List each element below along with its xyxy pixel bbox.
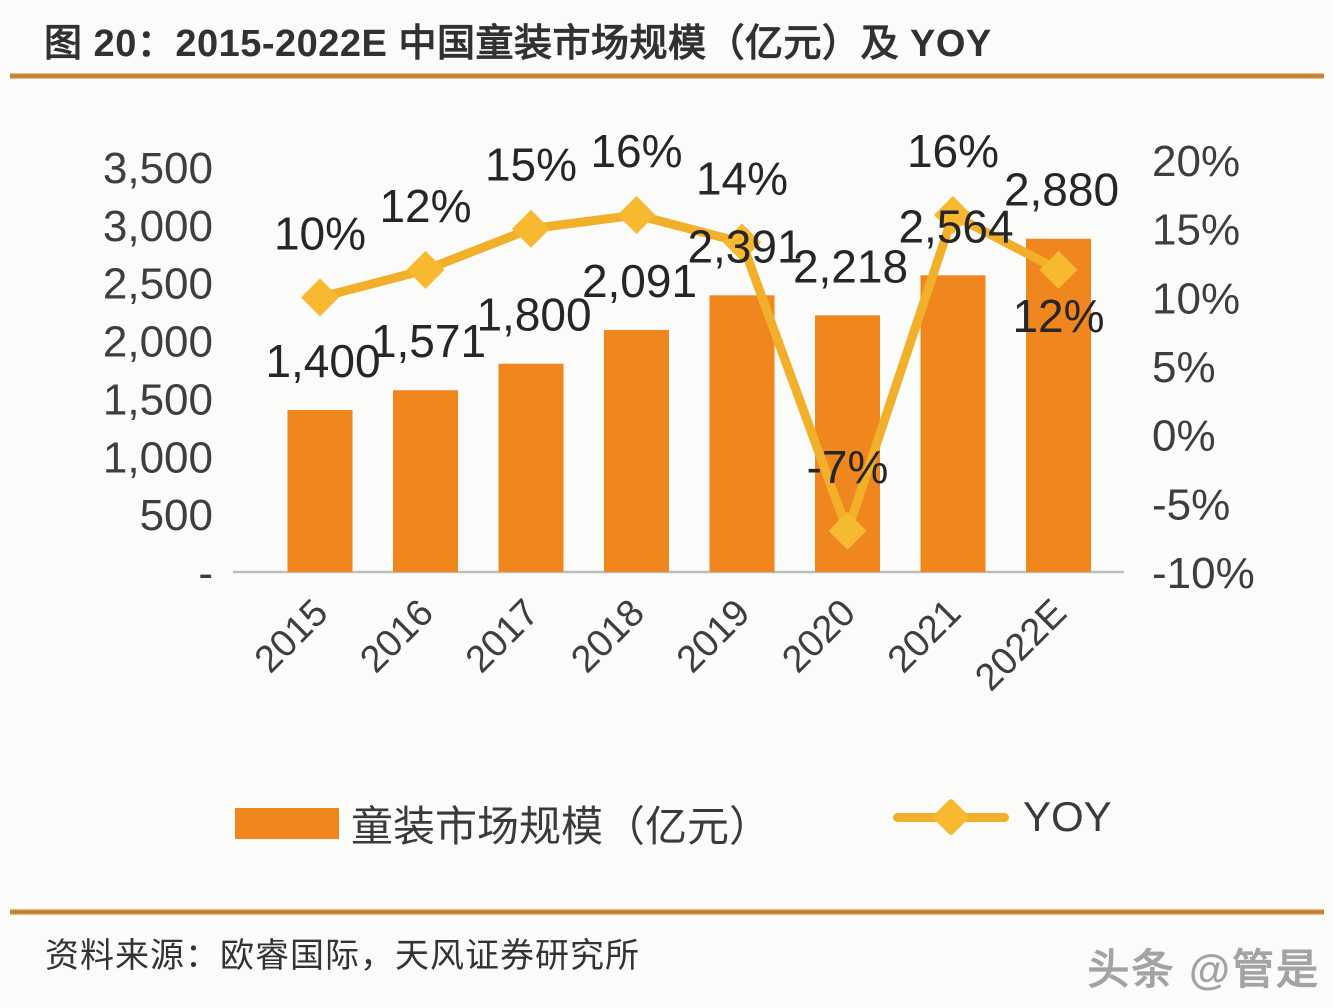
x-label-2019: 2019 [669, 592, 758, 681]
yoy-marker-2021 [934, 195, 972, 234]
watermark: 头条 @管是 [1087, 946, 1320, 993]
bar-value-label-2020: 2,218 [793, 240, 908, 292]
right-axis-tick: 20% [1152, 137, 1240, 186]
legend-item-market-size: 童装市场规模（亿元） [235, 793, 771, 854]
x-label-2015: 2015 [247, 592, 336, 681]
bar-series-swatch [235, 808, 339, 839]
right-axis-tick: 10% [1152, 274, 1240, 323]
x-label-2020: 2020 [774, 592, 863, 681]
yoy-value-label-2015: 10% [274, 207, 366, 259]
yoy-value-label-2021: 16% [907, 125, 999, 177]
yoy-marker-2020 [828, 511, 867, 550]
chart: 3,500 3,000 2,500 2,000 1,500 1,000 500 - 20% 15%… [0, 90, 1334, 738]
bar-value-label-2022E: 2,880 [1004, 164, 1119, 216]
yoy-value-label-2017: 15% [485, 139, 577, 191]
yoy-value-label-2022E: 12% [1012, 290, 1104, 342]
left-axis-tick: 2,000 [103, 318, 213, 367]
bar-value-label-2017: 1,800 [476, 289, 591, 341]
source-note: 资料来源：欧睿国际，天风证券研究所 [45, 937, 640, 975]
bar-2021 [920, 275, 986, 572]
bar-value-label-2019: 2,391 [687, 220, 802, 272]
right-axis-tick: 0% [1152, 412, 1216, 461]
right-axis-tick: 5% [1152, 343, 1216, 392]
title-divider-rule [10, 73, 1324, 79]
diamond-marker-icon [931, 797, 971, 837]
right-axis-tick: 15% [1152, 206, 1240, 255]
bar-2015 [287, 410, 353, 572]
left-axis-tick: 1,000 [103, 433, 213, 482]
legend-line-label: YOY [1023, 793, 1112, 840]
bar-2016 [393, 390, 458, 572]
x-label-2017: 2017 [458, 592, 547, 681]
yoy-value-label-2019: 14% [696, 152, 788, 204]
line-series-swatch [893, 797, 1009, 837]
yoy-line [315, 210, 1063, 536]
left-axis-tick: 3,000 [103, 202, 213, 251]
left-axis-tick: 3,500 [103, 144, 213, 193]
yoy-value-label-2020: -7% [807, 441, 889, 493]
bar-value-label-2021: 2,564 [898, 200, 1013, 252]
x-label-2021: 2021 [880, 592, 969, 681]
left-axis-tick: 2,500 [103, 260, 213, 309]
x-label-2016: 2016 [352, 592, 441, 681]
legend-item-yoy: YOY [893, 793, 1112, 841]
bar-value-label-2018: 2,091 [582, 255, 697, 307]
left-axis-tick: 500 [140, 491, 213, 540]
left-axis-tick: - [198, 549, 213, 598]
bar-2018 [604, 330, 669, 572]
yoy-marker-2016 [406, 250, 445, 289]
footer-divider-rule [10, 909, 1324, 915]
yoy-marker-2017 [512, 209, 550, 248]
bar-line-chart-canvas: 3,500 3,000 2,500 2,000 1,500 1,000 500 - 20% 15%… [103, 125, 1255, 699]
legend-bar-label: 童装市场规模（亿元） [351, 803, 772, 850]
chart-title: 图 20：2015-2022E 中国童装市场规模（亿元）及 YOY [44, 23, 992, 65]
yoy-value-label-2018: 16% [590, 125, 682, 177]
right-axis-tick: -10% [1152, 549, 1255, 598]
x-label-2018: 2018 [563, 592, 652, 681]
bar-value-label-2015: 1,400 [265, 335, 380, 387]
yoy-marker-2019 [723, 223, 761, 262]
bar-2019 [709, 295, 775, 572]
right-axis-tick: -5% [1152, 480, 1230, 529]
left-axis-tick: 1,500 [103, 375, 213, 424]
yoy-value-label-2016: 12% [379, 180, 471, 232]
x-label-2022E: 2022E [967, 592, 1074, 699]
yoy-marker-2018 [617, 195, 656, 234]
bar-2017 [498, 363, 564, 572]
bar-value-label-2016: 1,571 [371, 315, 486, 367]
bar-2022E [1026, 238, 1091, 572]
yoy-marker-2015 [301, 278, 339, 317]
